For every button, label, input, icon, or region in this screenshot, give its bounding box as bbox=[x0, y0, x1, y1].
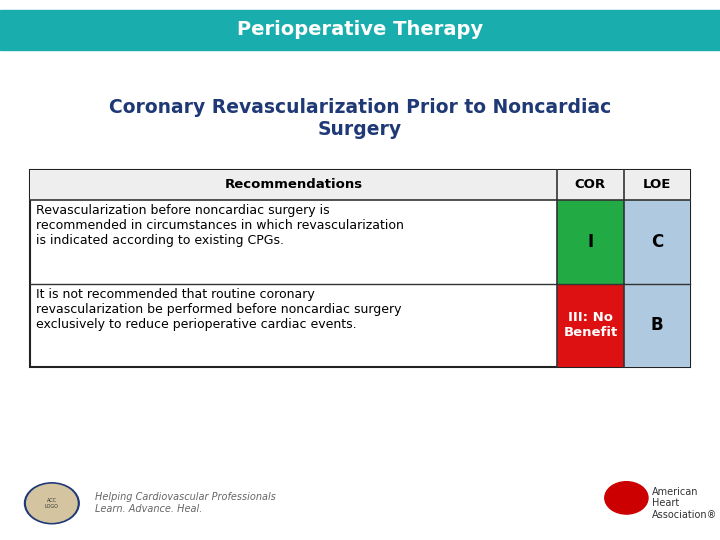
Bar bbox=[557, 284, 624, 367]
Text: Coronary Revascularization Prior to Noncardiac
Surgery: Coronary Revascularization Prior to Nonc… bbox=[109, 98, 611, 139]
Text: American
Heart
Association®: American Heart Association® bbox=[652, 487, 717, 520]
Text: B: B bbox=[651, 316, 663, 334]
Text: It is not recommended that routine coronary
revascularization be performed befor: It is not recommended that routine coron… bbox=[36, 288, 402, 331]
Text: COR: COR bbox=[575, 178, 606, 192]
Bar bbox=[624, 284, 690, 367]
Circle shape bbox=[27, 484, 77, 522]
Circle shape bbox=[24, 483, 79, 524]
Circle shape bbox=[605, 482, 648, 514]
Text: C: C bbox=[651, 233, 663, 251]
Bar bbox=[557, 200, 624, 284]
Bar bbox=[624, 200, 690, 284]
Text: I: I bbox=[588, 233, 593, 251]
Text: Recommendations: Recommendations bbox=[225, 178, 362, 192]
Text: ACC
LOGO: ACC LOGO bbox=[45, 498, 59, 509]
Text: LOE: LOE bbox=[643, 178, 671, 192]
Text: Perioperative Therapy: Perioperative Therapy bbox=[237, 20, 483, 39]
Bar bbox=[0, 10, 720, 50]
Bar bbox=[30, 170, 690, 200]
Text: III: No
Benefit: III: No Benefit bbox=[563, 312, 618, 339]
Text: Revascularization before noncardiac surgery is
recommended in circumstances in w: Revascularization before noncardiac surg… bbox=[36, 204, 404, 247]
Text: Helping Cardiovascular Professionals
Learn. Advance. Heal.: Helping Cardiovascular Professionals Lea… bbox=[95, 492, 276, 514]
Bar bbox=[30, 170, 690, 367]
